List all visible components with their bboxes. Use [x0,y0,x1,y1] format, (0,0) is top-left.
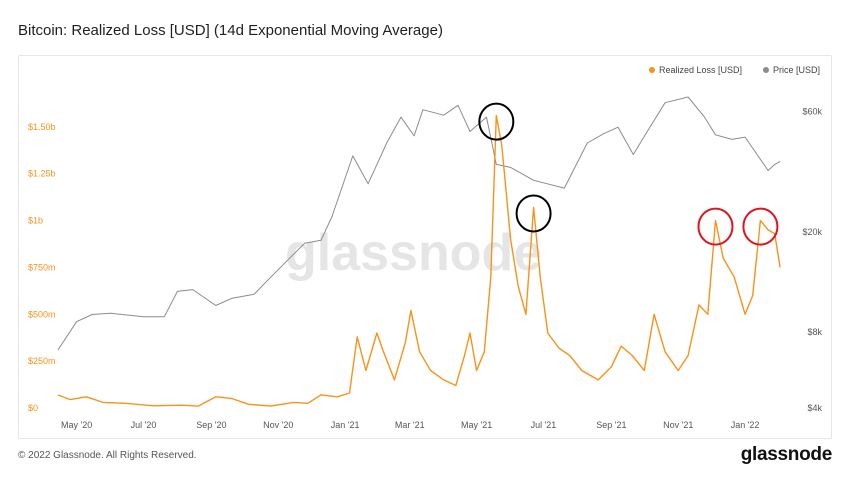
right-tick-label: $60k [802,106,822,116]
x-tick-label: Jan '22 [731,420,760,430]
right-tick-label: $4k [807,403,822,413]
right-tick-label: $8k [807,327,822,337]
x-tick-label: Nov '20 [263,420,293,430]
left-tick-label: $250m [28,356,56,366]
x-tick-label: Mar '21 [395,420,425,430]
chart-legend: Realized Loss [USD] Price [USD] [649,65,820,75]
left-tick-label: $500m [28,309,56,319]
copyright-text: © 2022 Glassnode. All Rights Reserved. [18,450,197,461]
right-tick-label: $20k [802,227,822,237]
legend-label: Price [USD] [773,65,820,75]
price-line [57,96,781,351]
glassnode-logo: glassnode [740,444,833,465]
x-tick-label: May '21 [461,420,492,430]
black-highlight-circle [515,194,552,233]
legend-marker [763,67,769,73]
x-tick-label: May '20 [61,420,92,430]
page-title: Bitcoin: Realized Loss [USD] (14d Expone… [18,22,443,39]
left-tick-label: $750m [28,262,56,272]
left-tick-label: $0 [28,403,38,413]
left-tick-label: $1.50b [28,122,56,132]
x-tick-label: Sep '21 [596,420,626,430]
x-tick-label: Jul '20 [131,420,157,430]
left-tick-label: $1.25b [28,169,56,179]
realized-loss-line [57,114,781,407]
red-highlight-circle [697,207,734,246]
black-highlight-circle [478,102,515,141]
red-highlight-circle [742,207,779,246]
x-tick-label: Jan '21 [331,420,360,430]
x-tick-label: Jul '21 [531,420,557,430]
legend-marker [649,67,655,73]
watermark: glassnode [285,224,542,282]
x-tick-label: Nov '21 [663,420,693,430]
legend-label: Realized Loss [USD] [659,65,742,75]
x-tick-label: Sep '20 [196,420,226,430]
chart-frame [18,55,832,439]
left-tick-label: $1b [28,216,43,226]
